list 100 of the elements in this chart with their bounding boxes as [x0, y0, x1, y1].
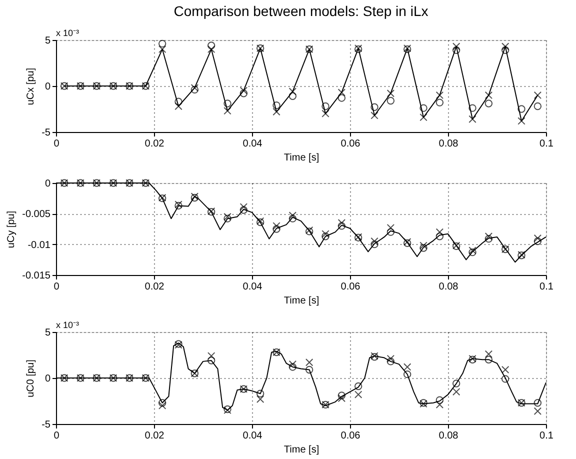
- point: [207, 45, 216, 54]
- point: [288, 214, 297, 222]
- y-tick-label: -5: [42, 420, 51, 430]
- point: [338, 392, 346, 400]
- x-tick-label: 0.1: [540, 138, 554, 150]
- point: [240, 206, 248, 214]
- point: [534, 234, 542, 242]
- point: [338, 222, 346, 230]
- x-axis-title: Time [s]: [284, 296, 320, 306]
- text: x 10⁻³: [56, 320, 80, 330]
- x-tick-label: 0.06: [340, 430, 361, 442]
- point: [468, 115, 476, 123]
- point: [288, 363, 297, 371]
- x-tick-label: 0.1: [540, 430, 554, 442]
- y-tick-label: -0.01: [28, 240, 51, 251]
- point: [288, 360, 297, 368]
- point: [386, 358, 395, 366]
- point: [403, 370, 412, 378]
- point: [224, 100, 232, 108]
- x-tick-label: 0.02: [144, 282, 165, 292]
- point: [386, 354, 395, 363]
- point: [501, 366, 510, 374]
- point: [534, 102, 542, 110]
- x-tick-label: 0: [54, 282, 60, 292]
- point: [354, 390, 362, 398]
- x-tick-label: 0.04: [242, 138, 263, 150]
- point: [338, 219, 346, 227]
- point: [386, 90, 395, 98]
- point: [484, 356, 493, 364]
- point: [158, 398, 166, 407]
- y-tick-label: -0.005: [22, 209, 51, 220]
- x-tick-label: 0.08: [438, 430, 459, 442]
- y-tick-label: 5: [44, 328, 51, 338]
- x-tick-label: 0.04: [242, 430, 263, 442]
- x-tick-label: 0: [54, 138, 60, 150]
- point: [338, 394, 346, 402]
- point: [436, 228, 444, 236]
- point: [190, 86, 199, 94]
- y-tick-label: -5: [42, 128, 51, 138]
- x-tick-label: 0.06: [340, 282, 361, 292]
- y-axis-title: uC0 [pu]: [26, 359, 37, 398]
- point: [420, 242, 428, 250]
- point: [436, 232, 444, 240]
- point: [354, 382, 362, 390]
- x-tick-label: 0.02: [144, 138, 165, 150]
- point: [190, 84, 199, 92]
- point: [518, 105, 526, 113]
- point: [484, 100, 493, 108]
- point: [386, 228, 395, 236]
- point: [403, 363, 412, 371]
- point: [370, 237, 378, 246]
- point: [240, 203, 248, 211]
- point: [272, 108, 280, 116]
- point: [452, 380, 460, 388]
- text: x 10⁻³: [56, 28, 80, 38]
- point: [240, 86, 248, 94]
- x-tick-label: 0.04: [242, 282, 263, 292]
- x-tick-label: 0.08: [438, 138, 459, 150]
- point: [322, 232, 330, 240]
- y-tick-label: 5: [44, 36, 51, 46]
- point: [534, 91, 542, 100]
- point: [338, 94, 346, 102]
- point: [322, 230, 330, 238]
- x-axis-title: Time [s]: [284, 152, 320, 164]
- point: [207, 42, 216, 50]
- point: [484, 91, 493, 100]
- x-axis-title: Time [s]: [284, 444, 320, 456]
- point: [224, 214, 232, 222]
- point: [370, 240, 378, 248]
- point: [501, 375, 510, 383]
- point: [534, 398, 542, 407]
- point: [288, 212, 297, 220]
- point: [272, 222, 280, 230]
- x-tick-label: 0.1: [540, 282, 554, 292]
- point: [288, 92, 297, 100]
- point: [240, 90, 248, 98]
- point: [452, 388, 460, 396]
- point: [420, 244, 428, 252]
- x-tick-label: 0.02: [144, 430, 165, 442]
- point: [452, 42, 460, 50]
- point: [468, 246, 476, 254]
- x-tick-label: 0: [54, 430, 60, 442]
- point: [158, 402, 166, 410]
- point: [484, 350, 493, 358]
- point: [386, 96, 395, 105]
- point: [484, 234, 493, 243]
- point: [420, 104, 428, 112]
- x-tick-label: 0.06: [340, 138, 361, 150]
- point: [272, 101, 280, 110]
- point: [272, 225, 280, 233]
- point: [386, 224, 395, 232]
- point: [518, 117, 526, 125]
- point: [370, 112, 378, 120]
- y-axis-title: uCy [pu]: [6, 210, 18, 248]
- point: [436, 91, 444, 100]
- point: [370, 103, 378, 112]
- point: [534, 407, 542, 415]
- point: [468, 248, 476, 256]
- point: [305, 358, 314, 366]
- y-tick-label: 0: [44, 82, 51, 92]
